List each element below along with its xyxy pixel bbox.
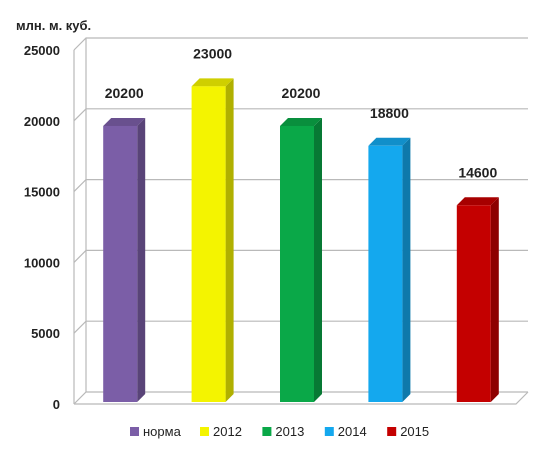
data-label: 20200 [105,85,144,101]
gridlines [73,37,529,405]
legend-swatch [130,427,139,436]
bar-top [280,117,322,126]
bar [103,117,146,402]
legend-swatch [387,427,397,436]
y-tick-label: 0 [53,397,60,412]
bar-front [280,125,314,402]
bar-side [402,137,411,403]
legend-label: 2015 [400,424,429,439]
y-tick-label: 15000 [24,185,60,200]
legend-swatch [324,427,334,436]
bars [103,78,499,403]
legend-entry: 2013 [262,424,304,439]
bar-front [191,86,226,402]
legend-label: 2014 [338,424,367,439]
bar-top [103,117,146,126]
bar-top [456,197,499,206]
legend: норма 2012 2013 2014 2015 [130,424,429,439]
data-label: 18800 [370,105,409,121]
bar [280,117,322,402]
legend-entry: норма [130,424,182,439]
bar-top [368,137,411,146]
bar-side [314,117,322,402]
legend-entry: 2012 [200,424,242,439]
bar [191,78,234,402]
y-unit-label: млн. м. куб. [16,18,91,33]
bar-side [137,117,146,402]
bar [368,137,411,403]
bar [456,197,499,402]
legend-entry: 2015 [387,424,429,439]
legend-label: норма [143,424,182,439]
legend-label: 2012 [213,424,242,439]
data-label: 23000 [193,45,232,61]
y-tick-label: 20000 [24,114,60,129]
legend-swatch [262,427,272,436]
bar-side [225,78,234,402]
data-label: 20200 [282,85,321,101]
y-tick-label: 5000 [31,326,60,341]
y-axis: 0 5000 10000 15000 20000 25000 [24,43,60,412]
data-labels: 20200 23000 20200 18800 14600 [105,45,498,180]
bar-front [456,205,491,402]
floor-edge [74,391,529,405]
data-label: 14600 [458,164,497,180]
y-tick-label: 10000 [24,255,60,270]
y-tick-label: 25000 [24,43,60,58]
bar-side [490,197,499,402]
legend-label: 2013 [275,424,304,439]
bar-front [368,145,403,403]
legend-swatch [200,427,209,436]
bar-top [191,78,234,87]
bar-front [103,125,138,402]
gridline [73,37,528,51]
legend-entry: 2014 [324,424,367,439]
